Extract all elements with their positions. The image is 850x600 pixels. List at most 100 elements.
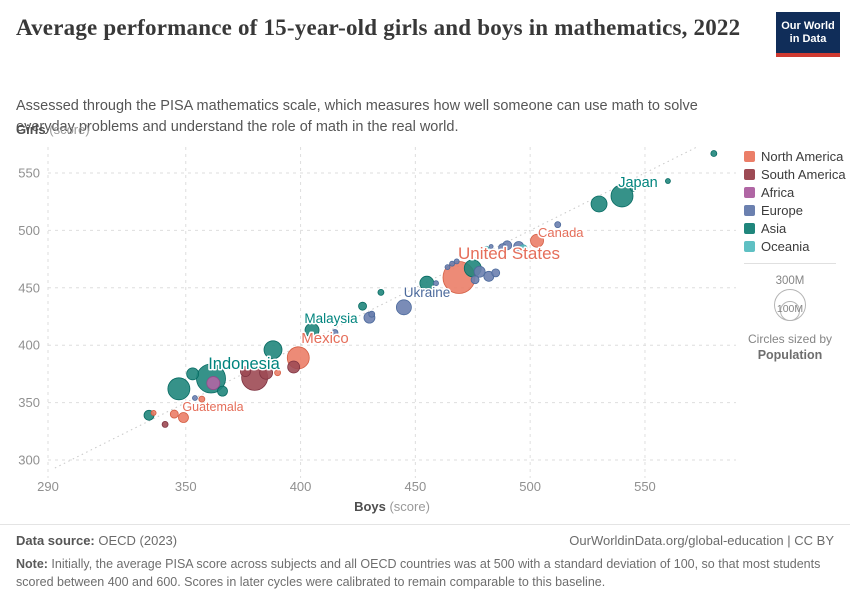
legend-item-oceania[interactable]: Oceania [744, 240, 846, 253]
data-source-label: Data source: [16, 533, 95, 548]
data-point-canada[interactable] [530, 233, 544, 248]
footnote-label: Note: [16, 557, 48, 571]
data-point[interactable] [217, 385, 228, 397]
source-row: Data source: OECD (2023) OurWorldinData.… [16, 533, 834, 548]
footnote: Note: Initially, the average PISA score … [16, 555, 836, 591]
data-point[interactable] [453, 258, 460, 265]
data-point[interactable] [263, 340, 283, 360]
owid-link[interactable]: OurWorldinData.org/global-education | CC… [569, 533, 834, 548]
country-label-canada[interactable]: Canada [537, 224, 586, 242]
y-axis-title-units: (score) [45, 122, 90, 137]
owid-logo-line2: in Data [789, 32, 827, 45]
x-axis-title-units: (score) [385, 499, 430, 514]
y-axis-title: Girls (score) [16, 122, 90, 137]
legend-item-asia[interactable]: Asia [744, 222, 846, 235]
data-point[interactable] [377, 288, 385, 296]
legend-label: Oceania [761, 239, 810, 254]
data-point-japan[interactable] [610, 184, 634, 208]
data-point-malaysia[interactable] [304, 322, 320, 338]
legend-label: Asia [761, 221, 787, 236]
legend-swatch-north_america [744, 151, 755, 162]
y-tick-label: 500 [18, 223, 40, 238]
data-point[interactable] [331, 329, 339, 336]
data-source: Data source: OECD (2023) [16, 533, 177, 548]
legend-swatch-south_america [744, 169, 755, 180]
size-legend-caption-text: Circles sized by [747, 332, 833, 346]
data-point[interactable] [491, 268, 501, 278]
data-point[interactable] [710, 150, 718, 157]
data-point[interactable] [518, 244, 528, 254]
data-point[interactable] [206, 376, 221, 390]
data-point[interactable] [259, 365, 274, 380]
data-point[interactable] [554, 221, 562, 229]
country-label-united-states[interactable]: United States [456, 243, 561, 265]
x-axis-title-bold: Boys [354, 499, 386, 514]
legend-divider [744, 263, 836, 264]
country-label-japan[interactable]: Japan [617, 174, 660, 193]
y-axis-title-bold: Girls [16, 122, 46, 137]
legend-swatch-asia [744, 223, 755, 234]
data-point[interactable] [240, 366, 251, 378]
page-title: Average performance of 15-year-old girls… [16, 15, 741, 40]
data-point[interactable] [473, 265, 486, 278]
x-tick-label: 290 [37, 479, 59, 494]
data-point[interactable] [358, 301, 367, 311]
y-tick-label: 400 [18, 338, 40, 353]
data-point[interactable] [287, 360, 301, 374]
y-tick-label: 350 [18, 395, 40, 410]
data-point[interactable] [161, 421, 169, 428]
y-tick-label: 450 [18, 280, 40, 295]
x-axis-title: Boys (score) [48, 499, 736, 514]
data-point[interactable] [444, 264, 451, 271]
data-point[interactable] [629, 184, 638, 192]
size-legend-inner-circle [780, 301, 800, 321]
country-label-ukraine[interactable]: Ukraine [402, 284, 452, 302]
legend-label: North America [761, 149, 844, 164]
size-legend-outer-label: 300M [776, 275, 805, 287]
y-tick-label: 550 [18, 166, 40, 181]
data-point[interactable] [590, 195, 608, 213]
size-legend-inner-label: 100M [777, 303, 803, 315]
x-tick-label: 550 [634, 479, 656, 494]
data-point[interactable] [186, 367, 200, 381]
legend-item-south_america[interactable]: South America [744, 168, 846, 181]
country-label-indonesia[interactable]: Indonesia [207, 354, 282, 375]
legend-swatch-oceania [744, 241, 755, 252]
data-point[interactable] [665, 178, 671, 184]
data-point-ukraine[interactable] [395, 299, 412, 316]
size-legend-circles: 300M 100M [774, 275, 806, 321]
data-point[interactable] [150, 410, 157, 416]
data-point[interactable] [167, 377, 191, 401]
data-point[interactable] [192, 395, 198, 401]
country-label-mexico[interactable]: Mexico [300, 329, 351, 349]
owid-logo[interactable]: Our World in Data [776, 12, 840, 57]
data-point[interactable] [433, 280, 439, 287]
y-tick-label: 300 [18, 453, 40, 468]
data-point[interactable] [449, 260, 455, 267]
legend-label: South America [761, 167, 846, 182]
data-point[interactable] [274, 369, 282, 377]
country-label-guatemala[interactable]: Guatemala [181, 399, 245, 416]
x-tick-label: 400 [290, 479, 312, 494]
legend-item-north_america[interactable]: North America [744, 150, 846, 163]
legend-items: North America South America Africa Europe As… [744, 150, 846, 253]
x-tick-label: 500 [519, 479, 541, 494]
data-point[interactable] [169, 409, 179, 419]
data-point[interactable] [488, 244, 494, 249]
country-label-malaysia[interactable]: Malaysia [303, 310, 360, 328]
legend-item-africa[interactable]: Africa [744, 186, 846, 199]
legend-swatch-europe [744, 205, 755, 216]
size-legend-caption: Circles sized by Population [744, 331, 836, 363]
chart-subtitle: Assessed through the PISA mathematics sc… [16, 98, 698, 135]
legend-swatch-africa [744, 187, 755, 198]
legend-item-europe[interactable]: Europe [744, 204, 846, 217]
owid-logo-line1: Our World [781, 19, 835, 32]
data-point-guatemala[interactable] [178, 412, 189, 423]
data-point[interactable] [470, 275, 480, 285]
data-point[interactable] [368, 310, 376, 318]
data-point[interactable] [483, 245, 490, 252]
data-point[interactable] [498, 243, 508, 253]
data-point[interactable] [198, 395, 206, 403]
